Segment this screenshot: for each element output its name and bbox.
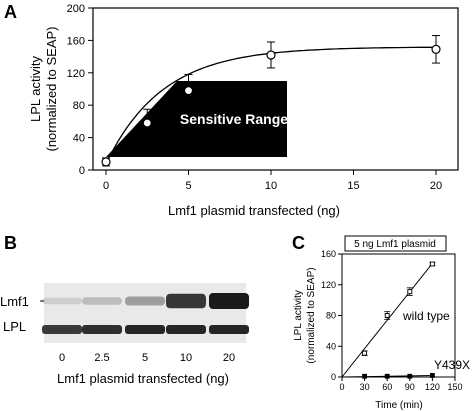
sensitive-range-label: Sensitive Range: [180, 111, 288, 127]
x-tick-label: 60: [382, 382, 392, 392]
y-tick-label: 160: [67, 35, 85, 47]
y439x-point: [384, 373, 390, 379]
lpl-band: [82, 325, 122, 334]
panel-a-ylabel-line2: (normalized to SEAP): [44, 27, 59, 152]
blot-row-label-lpl: LPL: [3, 319, 26, 334]
panel-b-letter: B: [4, 233, 17, 253]
panel-a-frame: [92, 7, 459, 171]
series-label-wild-type: wild type: [402, 309, 450, 323]
lmf1-band: [42, 297, 82, 305]
x-tick-label: 0: [339, 382, 344, 392]
y-tick-label: 0: [331, 372, 336, 382]
y439x-point: [407, 373, 413, 379]
lane-label: 2.5: [94, 352, 109, 364]
panel-c-axes: 0 40 80 120 160 0 30 60 90 120 150: [321, 249, 463, 392]
panel-a-ylabel-line1: LPL activity: [28, 56, 43, 122]
lpl-band: [166, 325, 206, 334]
x-tick-label: 20: [430, 180, 442, 192]
lmf1-band: [166, 293, 206, 309]
y-tick-label: 40: [73, 133, 85, 145]
lane-label: 0: [59, 352, 65, 364]
panel-c-data: [341, 261, 436, 379]
lane-label: 5: [142, 352, 148, 364]
x-tick-label: 10: [265, 180, 277, 192]
y-tick-label: 160: [321, 249, 336, 259]
x-tick-label: 90: [405, 382, 415, 392]
blot-row-label-lmf1: Lmf1: [0, 294, 29, 309]
data-point: [142, 118, 152, 128]
y439x-point: [429, 373, 435, 378]
x-tick-label: 150: [447, 382, 462, 392]
lmf1-band: [125, 296, 165, 306]
x-tick-label: 120: [425, 382, 440, 392]
sensitive-range-shape: [106, 81, 287, 157]
panel-a-background: Sensitive Range: [106, 81, 288, 157]
lmf1-band: [82, 297, 122, 305]
panel-c-ylabel-line1: LPL activity: [293, 290, 304, 341]
wild-type-point: [362, 350, 368, 356]
y-tick-label: 40: [326, 341, 336, 351]
x-tick-label: 30: [360, 382, 370, 392]
panel-c: C 0 40 80 120 160 0 30 60 90 120 150 5 ng Lmf1 pla…: [292, 233, 470, 411]
y-tick-label: 200: [67, 3, 85, 15]
x-tick-label: 5: [185, 180, 191, 192]
x-tick-label: 15: [347, 180, 359, 192]
y-tick-label: 80: [326, 311, 336, 321]
y-tick-label: 120: [321, 280, 336, 290]
data-point: [431, 44, 441, 54]
y-tick-label: 120: [67, 68, 85, 80]
lane-label: 10: [180, 352, 192, 364]
y-tick-label: 0: [79, 165, 85, 177]
x-tick-label: 0: [103, 180, 109, 192]
lane-label: 20: [223, 352, 235, 364]
lmf1-band: [209, 293, 249, 309]
panel-c-title: 5 ng Lmf1 plasmid: [354, 239, 436, 250]
panel-b-blot: [40, 283, 249, 343]
panel-a: A Sensitive Range 0 40 80 120 160 200 0 5 10 15 20…: [4, 2, 459, 218]
lpl-band: [209, 325, 249, 334]
wild-type-point: [384, 313, 390, 318]
series-label-y439x: Y439X: [434, 358, 470, 372]
panel-c-letter: C: [292, 233, 305, 253]
wild-type-point: [429, 261, 435, 267]
panel-a-letter: A: [4, 2, 17, 22]
lpl-band: [42, 325, 82, 334]
panel-b-lane-labels: 0 2.5 5 10 20: [59, 352, 235, 364]
panel-c-xlabel: Time (min): [375, 400, 422, 411]
lpl-band: [125, 325, 165, 334]
y439x-point: [362, 373, 368, 379]
data-point: [266, 50, 276, 60]
panel-b-xlabel: Lmf1 plasmid transfected (ng): [57, 371, 229, 386]
panel-a-axes: 0 40 80 120 160 200 0 5 10 15 20: [67, 3, 459, 192]
panel-b: B Lmf1 LPL 0 2.5 5 10 20 Lmf1 plasmid transf…: [0, 233, 249, 386]
panel-c-ylabel-line2: (normalized to SEAP): [306, 267, 317, 363]
panel-a-data: [101, 35, 441, 167]
data-point: [183, 86, 194, 96]
panel-c-title-box: [344, 235, 447, 252]
wild-type-point: [407, 289, 413, 295]
panel-a-xlabel: Lmf1 plasmid transfected (ng): [168, 203, 340, 218]
data-point: [101, 157, 111, 167]
y-tick-label: 80: [73, 100, 85, 112]
